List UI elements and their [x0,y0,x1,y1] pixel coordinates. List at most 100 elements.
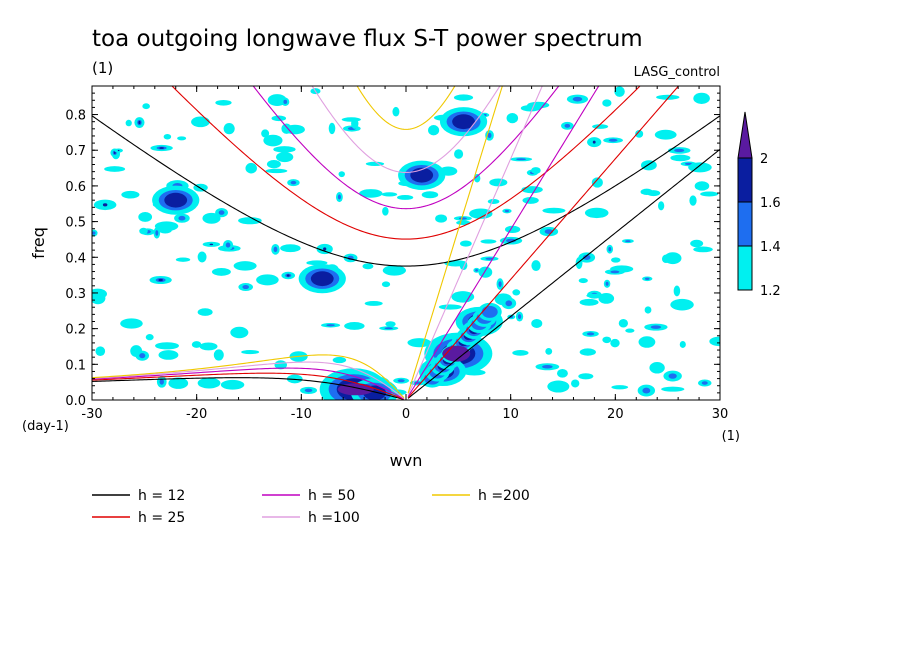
contour-patch [512,350,529,356]
contour-patch [306,260,328,266]
contour-patch [104,166,126,172]
colorbar-swatch [737,201,753,247]
contour-patch [578,373,594,380]
contour-patch [364,301,383,306]
contour-patch [407,338,432,348]
contour-patch [531,167,541,174]
contour-patch [571,379,580,388]
contour-patch [168,377,189,389]
contour-patch [158,350,179,360]
contour-patch [283,99,288,104]
contour-patch [586,293,604,298]
contour-patch [341,117,361,122]
y-tick-label: 0.6 [65,180,86,195]
contour-patch [92,231,96,235]
y-unit-label: (day-1) [22,419,69,434]
contour-patch [273,146,296,153]
colorbar-label: 1.2 [760,284,781,299]
x-tick-label: -20 [186,407,207,422]
x-axis-label: wvn [390,451,423,470]
contour-patch [145,334,154,341]
contour-patch [242,285,249,290]
contour-patch [159,378,164,385]
contour-patch [290,180,297,185]
kelvin-curve-h200 [407,86,503,394]
contour-patch [638,336,656,348]
contour-patch [435,214,448,223]
axis-ticks: -30 -20 -10 0 10 20 30 0.0 0.1 0.2 0.3 0.4 0.5 0.6 0.7… [65,85,728,422]
contour-patch [397,379,405,383]
kelvin-curve-h25 [407,86,680,398]
y-tick-label: 0.0 [65,394,86,409]
contour-patch [542,364,553,369]
contour-patch [381,192,398,197]
contour-patch [382,265,406,276]
contour-patch [138,212,153,222]
contour-patch [656,94,680,100]
contour-patch [202,212,221,224]
ig-n1-curve-h12 [92,115,720,267]
contour-patch [694,181,710,191]
contour-patch [138,120,141,125]
contour-patch [384,327,394,330]
contour-patch [265,168,288,174]
contour-patch [679,340,686,348]
contour-patch [458,217,467,220]
contour-patch [642,387,651,394]
contour-patch [578,278,588,284]
contour-patch [504,225,521,234]
contour-patch [498,281,502,287]
contour-patch [332,356,347,364]
contour-patch [584,207,609,219]
contour-patch [451,291,475,303]
contour-patch [158,278,163,282]
contour-patch [139,227,148,235]
contour-patch [504,209,510,213]
contour-patch [256,274,279,286]
contour-patch [280,244,301,253]
contour-patch [506,238,517,243]
x-tick-label: 20 [607,407,624,422]
x-tick-label: 10 [502,407,519,422]
contour-patch [701,381,708,385]
chart-unit-top-left: (1) [92,59,113,77]
colorbar-label: 1.6 [760,196,781,211]
contour-patch [618,319,628,328]
contour-patch [452,114,475,130]
contour-patch [684,162,693,166]
y-axis-label: freq [29,227,48,259]
contour-patch [233,261,257,271]
contour-patch [102,203,108,207]
contour-patch [175,257,191,262]
contour-patch [564,123,571,128]
contour-patch [689,195,697,206]
contour-patch [602,99,612,107]
contour-patch [644,277,650,280]
contour-patch [709,336,720,347]
er-n1-curve-h200 [92,354,405,399]
contour-patch [197,251,207,263]
y-tick-label: 0.5 [65,216,86,231]
contour-patch [516,158,527,161]
contour-patch [661,386,685,392]
contour-patch [266,160,281,169]
contour-patch [158,226,172,234]
chart-subtitle-right: LASG_control [634,65,720,80]
contour-patch [522,197,539,204]
contour-patch [485,257,494,260]
contour-patch [191,341,202,348]
y-tick-label: 0.1 [65,358,86,373]
contour-patch [310,271,334,287]
y-tick-label: 0.7 [65,144,86,159]
contour-patch [646,190,661,197]
contour-patch [635,129,644,138]
legend: h = 12 h = 25 h = 50 h =100 h =200 [92,488,530,526]
er-n1-curve-h100 [92,361,405,399]
colorbar-swatch [737,245,753,291]
contour-patch [92,292,106,305]
contour-patch [155,230,159,236]
contour-patch [489,178,508,187]
ig-n1-curve-h50 [252,86,560,210]
contour-patch [220,379,245,390]
